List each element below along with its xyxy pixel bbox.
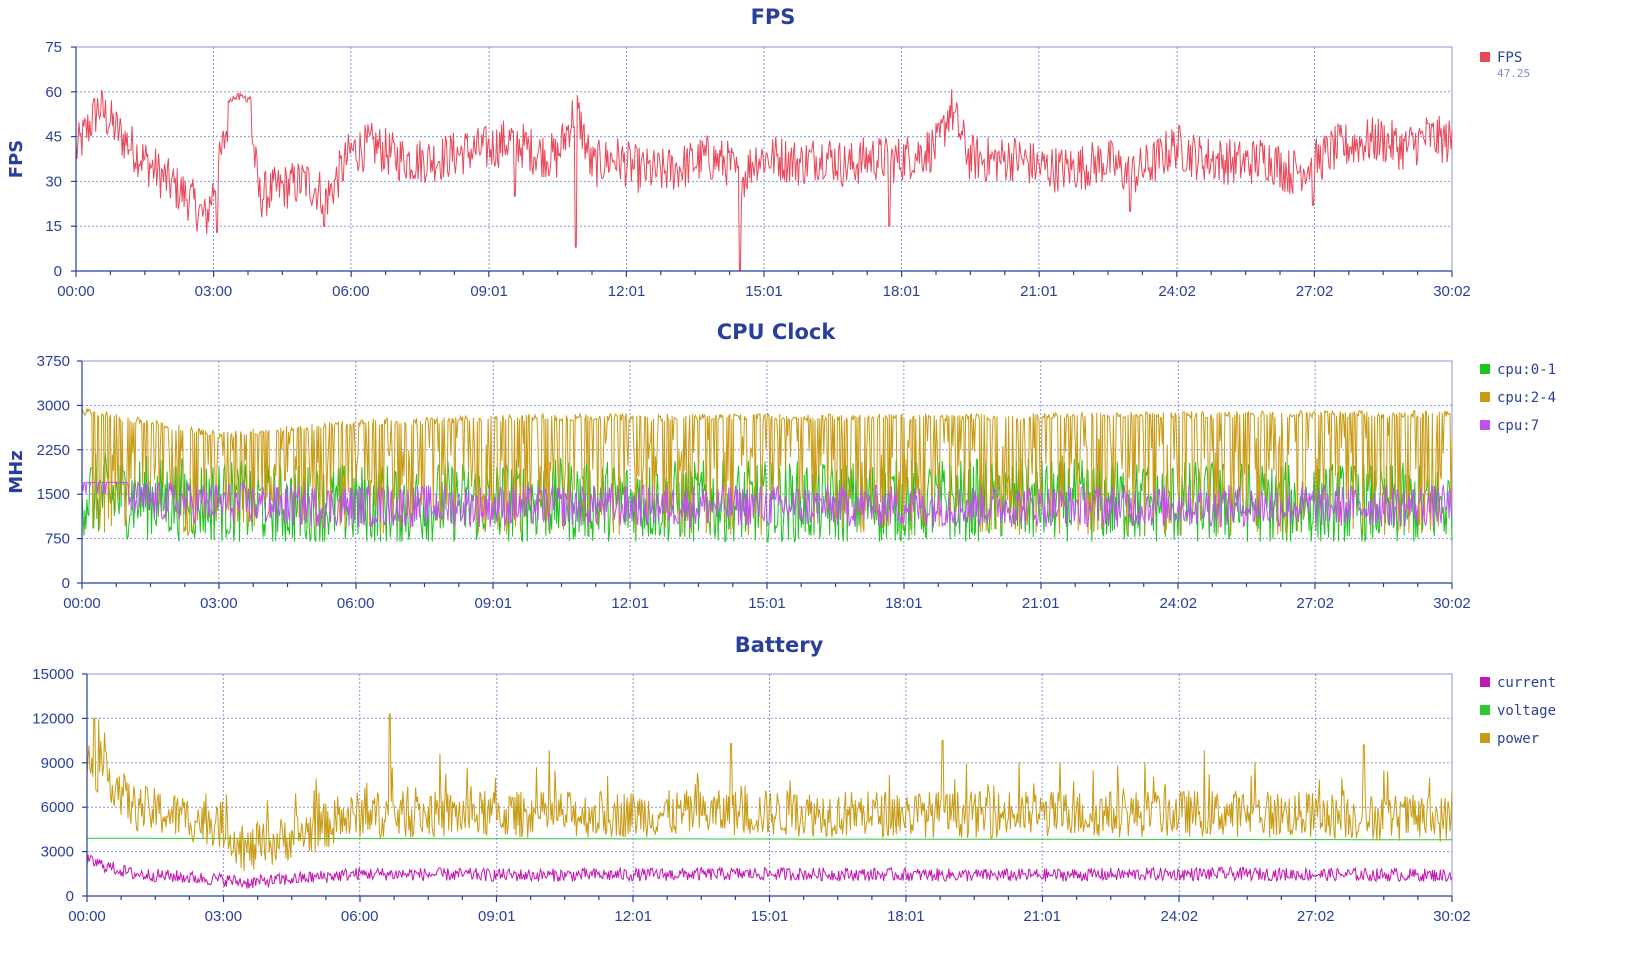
fps-y-axis-label: FPS (6, 140, 27, 178)
battery-x-tick-label-5: 15:01 (751, 908, 789, 925)
battery-y-tick-label-4: 12000 (32, 710, 74, 727)
fps-x-tick-label-8: 24:02 (1158, 283, 1196, 300)
cpu-y-tick-label-5: 3750 (37, 353, 70, 370)
fps-y-tick-label-3: 45 (45, 129, 62, 146)
cpu-x-tick-label-3: 09:01 (475, 595, 513, 612)
fps-x-tick-label-1: 03:00 (195, 283, 233, 300)
cpu-x-tick-label-1: 03:00 (200, 595, 238, 612)
battery-legend-swatch-0 (1480, 677, 1490, 687)
cpu-y-tick-label-1: 750 (45, 531, 70, 548)
fps-x-tick-label-10: 30:02 (1433, 283, 1471, 300)
fps-chart: FPS FPS 0 15 30 45 60 75 00:00 03:00 06:00 09:01 1… (6, 5, 1530, 300)
fps-legend-value: 47.25 (1497, 67, 1530, 80)
battery-legend-label-1: voltage (1497, 703, 1556, 719)
fps-legend-label: FPS (1497, 50, 1522, 66)
fps-x-tick-label-3: 09:01 (470, 283, 508, 300)
battery-x-tick-label-1: 03:00 (205, 908, 243, 925)
fps-x-tick-label-9: 27:02 (1296, 283, 1334, 300)
fps-x-tick-label-5: 15:01 (745, 283, 783, 300)
cpu-x-tick-label-8: 24:02 (1160, 595, 1198, 612)
battery-y-tick-label-1: 3000 (41, 844, 74, 861)
battery-x-tick-label-8: 24:02 (1161, 908, 1199, 925)
cpu-y-axis-label: MHz (6, 450, 27, 493)
cpu-y-tick-label-3: 2250 (37, 442, 70, 459)
cpu-clock-chart: CPU Clock MHz 0 750 1500 2250 3000 3750 00:00 0… (6, 320, 1556, 612)
cpu-x-tick-label-9: 27:02 (1296, 595, 1334, 612)
cpu-x-tick-label-6: 18:01 (885, 595, 923, 612)
cpu-y-tick-label-0: 0 (62, 575, 70, 592)
fps-y-tick-label-5: 75 (45, 39, 62, 56)
battery-legend: current voltage power (1480, 675, 1556, 747)
cpu-legend-label-1: cpu:2-4 (1497, 390, 1556, 406)
fps-legend: FPS 47.25 (1480, 50, 1530, 80)
cpu-chart-title: CPU Clock (717, 320, 837, 344)
battery-x-tick-label-4: 12:01 (614, 908, 652, 925)
battery-x-tick-label-3: 09:01 (478, 908, 516, 925)
cpu-x-tick-label-2: 06:00 (337, 595, 375, 612)
fps-y-tick-label-1: 15 (45, 218, 62, 235)
fps-legend-swatch (1480, 52, 1490, 62)
battery-x-tick-label-2: 06:00 (341, 908, 379, 925)
cpu-x-tick-label-5: 15:01 (748, 595, 786, 612)
fps-y-tick-label-4: 60 (45, 84, 62, 101)
fps-x-tick-label-7: 21:01 (1020, 283, 1058, 300)
fps-x-tick-label-6: 18:01 (883, 283, 921, 300)
cpu-legend-swatch-0 (1480, 364, 1490, 374)
fps-y-tick-label-2: 30 (45, 173, 62, 190)
fps-y-tick-label-0: 0 (54, 263, 62, 280)
battery-chart: Battery 0 3000 6000 9000 12000 15000 00:00 03:0… (32, 633, 1556, 925)
battery-chart-title: Battery (735, 633, 824, 657)
battery-y-tick-label-5: 15000 (32, 666, 74, 683)
battery-legend-label-2: power (1497, 731, 1539, 747)
cpu-series-line-1 (81, 407, 1453, 536)
fps-chart-title: FPS (751, 5, 796, 29)
cpu-x-tick-label-7: 21:01 (1022, 595, 1060, 612)
cpu-legend-swatch-1 (1480, 392, 1490, 402)
battery-series-line-2 (86, 713, 1453, 872)
cpu-legend-swatch-2 (1480, 420, 1490, 430)
cpu-x-tick-label-0: 00:00 (63, 595, 101, 612)
cpu-x-tick-label-10: 30:02 (1433, 595, 1471, 612)
fps-x-tick-label-2: 06:00 (332, 283, 370, 300)
cpu-series-line-0 (81, 453, 1453, 544)
battery-x-tick-label-0: 00:00 (68, 908, 106, 925)
cpu-y-tick-label-2: 1500 (37, 486, 70, 503)
battery-y-tick-label-2: 6000 (41, 799, 74, 816)
cpu-series-line-2 (81, 481, 1453, 529)
battery-x-tick-label-9: 27:02 (1297, 908, 1335, 925)
cpu-legend-label-2: cpu:7 (1497, 418, 1539, 434)
cpu-y-tick-label-4: 3000 (37, 397, 70, 414)
fps-x-tick-label-4: 12:01 (608, 283, 646, 300)
battery-legend-swatch-2 (1480, 733, 1490, 743)
battery-x-tick-label-6: 18:01 (887, 908, 925, 925)
cpu-legend-label-0: cpu:0-1 (1497, 362, 1556, 378)
battery-series-line-0 (86, 854, 1453, 889)
battery-x-tick-label-7: 21:01 (1023, 908, 1061, 925)
fps-series-line-0 (75, 89, 1453, 272)
battery-legend-label-0: current (1497, 675, 1556, 691)
battery-y-tick-label-3: 9000 (41, 755, 74, 772)
fps-x-tick-label-0: 00:00 (57, 283, 95, 300)
battery-x-tick-label-10: 30:02 (1433, 908, 1471, 925)
cpu-x-tick-label-4: 12:01 (611, 595, 649, 612)
battery-legend-swatch-1 (1480, 705, 1490, 715)
battery-y-tick-label-0: 0 (66, 888, 74, 905)
cpu-legend: cpu:0-1 cpu:2-4 cpu:7 (1480, 362, 1556, 434)
